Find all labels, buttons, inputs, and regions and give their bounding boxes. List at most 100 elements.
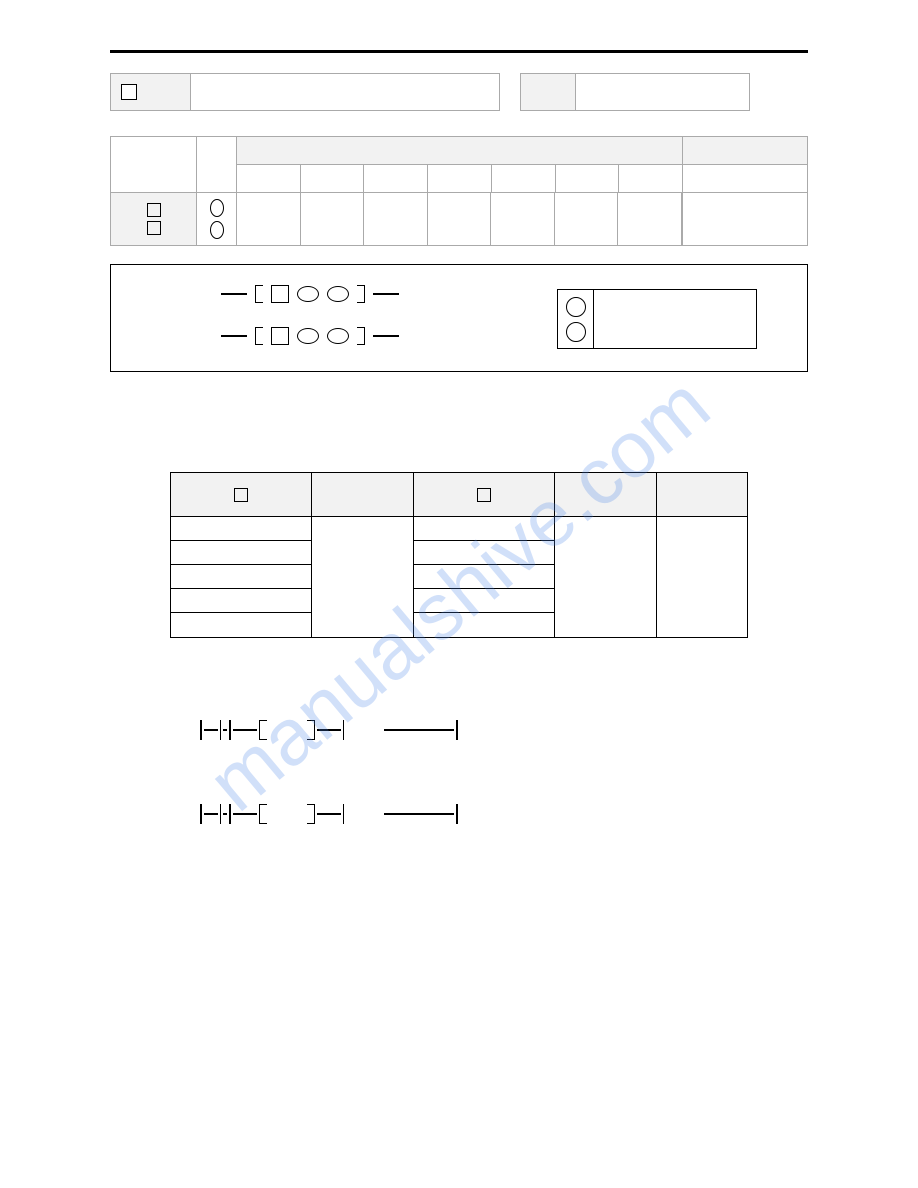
s2-grid: [110, 136, 808, 246]
s1-left-panel: [110, 73, 500, 111]
s5-group: [200, 718, 808, 742]
s5-segment: [307, 718, 345, 742]
line-segment: [221, 293, 247, 295]
s2-cell: [364, 165, 428, 192]
square-marker-icon: [121, 84, 137, 100]
hline-segment: [384, 729, 454, 731]
s4-block-2: [311, 473, 412, 637]
oval-icon: [210, 199, 224, 217]
s2-main: [236, 137, 682, 245]
bracket-open-icon: [259, 720, 267, 740]
s2-col1-top: [111, 137, 196, 193]
bracket-open-icon: [255, 285, 263, 303]
s4-block-1: [171, 473, 311, 637]
table-row: [414, 589, 554, 613]
table-row: [414, 517, 554, 541]
s2-col1: [111, 137, 196, 245]
vbar-icon: [456, 720, 458, 740]
s4-body-2: [312, 517, 412, 637]
hline-segment: [223, 729, 227, 731]
table-row: [414, 541, 554, 565]
s4-rows-1: [171, 517, 311, 637]
s3-row-2: [221, 327, 399, 345]
s4-head-4: [555, 473, 655, 517]
vbar-icon: [229, 720, 231, 740]
vbar-icon: [200, 804, 202, 824]
square-icon: [477, 488, 491, 502]
oval-icon: [210, 221, 224, 239]
bracket-close-icon: [357, 285, 365, 303]
vbar-icon: [343, 720, 345, 740]
hline-segment: [317, 813, 341, 815]
line-segment: [373, 293, 399, 295]
hline-segment: [233, 729, 257, 731]
s2-cell: [491, 193, 555, 245]
section-5: [200, 718, 808, 826]
s2-cell: [428, 165, 492, 192]
s2-col1-markers: [111, 193, 196, 245]
table-row: [414, 565, 554, 589]
square-icon: [234, 488, 248, 502]
oval-icon: [327, 286, 349, 302]
s1-right-panel: [520, 73, 750, 111]
vbar-icon: [229, 804, 231, 824]
s2-cell: [492, 165, 556, 192]
oval-icon: [327, 328, 349, 344]
hline-segment: [204, 729, 218, 731]
line-segment: [373, 335, 399, 337]
s4-table: [170, 472, 748, 638]
square-icon: [147, 221, 161, 235]
section-1: [110, 73, 808, 111]
oval-icon: [566, 322, 586, 342]
s2-main-row1: [237, 165, 682, 193]
section-2: [110, 136, 808, 246]
page-container: [0, 0, 918, 926]
s2-col2-markers: [197, 193, 236, 245]
s4-head-5: [657, 473, 747, 517]
table-row: [171, 613, 311, 637]
s5-segment: [200, 718, 267, 742]
s3-right-box: [557, 289, 757, 349]
s2-cell: [618, 193, 682, 245]
hline-segment: [204, 813, 218, 815]
hline-segment: [317, 729, 341, 731]
s3-box-ovals: [558, 290, 594, 348]
section-4: [170, 472, 748, 638]
s2-main-body: [237, 193, 682, 245]
s2-main-header: [237, 137, 682, 165]
bracket-open-icon: [255, 327, 263, 345]
square-icon: [271, 285, 289, 303]
table-row: [414, 613, 554, 637]
table-row: [171, 541, 311, 565]
vbar-icon: [220, 804, 222, 824]
s4-rows-3: [414, 517, 554, 637]
bracket-close-icon: [357, 327, 365, 345]
hline-segment: [223, 813, 227, 815]
oval-icon: [297, 328, 319, 344]
table-row: [171, 589, 311, 613]
s2-cell: [619, 165, 682, 192]
s2-cell: [428, 193, 492, 245]
s2-col2-top: [197, 137, 236, 193]
s1-left-body: [191, 74, 499, 110]
line-segment: [221, 335, 247, 337]
bracket-close-icon: [307, 804, 315, 824]
s2-cell: [301, 165, 365, 192]
vbar-icon: [200, 720, 202, 740]
bracket-open-icon: [259, 804, 267, 824]
s5-segment: [307, 802, 345, 826]
s1-right-shade: [521, 74, 576, 110]
s4-body-5: [657, 517, 747, 637]
s4-head-2: [312, 473, 412, 517]
s2-right-row1: [683, 165, 807, 193]
section-3: [110, 264, 808, 372]
s2-cell: [237, 193, 301, 245]
s5-segment: [200, 802, 267, 826]
s2-right: [682, 137, 807, 245]
vbar-icon: [456, 804, 458, 824]
s2-col2: [196, 137, 236, 245]
s1-right-body: [576, 74, 749, 110]
s2-cell: [555, 193, 619, 245]
top-rule: [110, 50, 808, 53]
square-icon: [147, 203, 161, 217]
